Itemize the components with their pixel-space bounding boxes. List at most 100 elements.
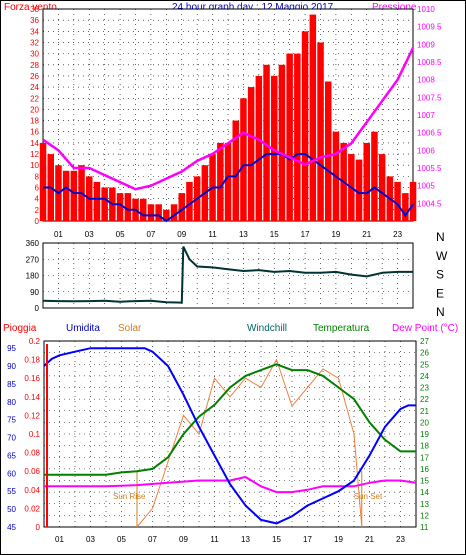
temperature-tick: 25 [420,360,429,369]
wind-tick: 34 [30,27,39,36]
wind-bar [155,204,162,221]
direction-axis-ticks: 0 90 180 270 360 [26,239,40,313]
wind-bar [363,142,370,221]
wind-bar [163,209,170,221]
pressure-tick: 1009 [417,40,435,49]
rain-tick: 0.08 [24,449,40,458]
rain-tick: 0.18 [24,356,40,365]
wind-bar [278,64,286,221]
hour-tick: 05 [116,230,125,239]
pressure-tick: 1008.5 [417,58,442,67]
humidity-tick: 70 [7,434,16,443]
pressure-tick: 1004.5 [417,199,442,208]
wind-tick: 32 [30,39,39,48]
wind-bar [309,14,317,221]
hour-tick: 03 [86,535,95,544]
hour-tick: 05 [117,535,126,544]
wind-bar [124,193,132,221]
pressure-tick: 1007.5 [417,93,442,102]
rain-tick: 0 [36,523,41,532]
pressure-tick: 1008 [417,76,435,85]
temperature-tick: 26 [420,349,429,358]
wind-tick: 28 [30,61,39,70]
wind-tick: 4 [35,195,40,204]
hour-tick: 11 [210,535,219,544]
sunrise-label: Sun Rise [113,492,146,501]
wind-tick: 30 [30,50,39,59]
hour-tick: 23 [396,535,405,544]
hour-tick: 13 [239,230,248,239]
wind-bar [286,53,293,221]
hour-tick: 07 [148,535,157,544]
rain-axis-ticks: 0 0.02 0.04 0.06 0.08 0.1 0.12 0.14 0.16 0.18 0.2 [24,337,40,532]
wind-bar [325,81,332,221]
rain-tick: 0.2 [29,337,41,346]
wind-bar [294,53,301,221]
wind-tick: 6 [35,184,40,193]
direction-tick: 270 [26,255,40,264]
wind-tick: 24 [30,83,39,92]
temperature-axis-ticks: 11 12 13 14 15 16 17 18 19 20 21 22 23 24 25 26 27 [420,337,429,532]
solar-line [136,358,363,528]
hour-tick: 15 [270,230,279,239]
temperature-legend: Temperatura [313,323,370,334]
wind-tick: 22 [30,94,39,103]
hour-tick: 23 [393,230,402,239]
solar-legend: Solar [118,323,142,334]
temperature-tick: 19 [420,430,429,439]
wind-tick: 10 [30,161,39,170]
humidity-legend: Umidita [66,323,100,334]
compass-label: E [436,286,444,300]
hour-tick: 19 [334,535,343,544]
temperature-tick: 22 [420,395,429,404]
wind-bar [178,193,185,221]
wind-bar [39,142,47,221]
temperature-line [44,363,416,476]
pressure-tick: 1006.5 [417,129,442,138]
hour-tick: 09 [177,230,186,239]
temperature-tick: 17 [420,453,429,462]
hour-tick: 11 [208,230,217,239]
direction-panel-grid [43,243,413,308]
humidity-tick: 55 [7,487,16,496]
humidity-tick: 85 [7,380,16,389]
humidity-tick: 50 [7,505,16,514]
wind-tick: 2 [35,206,40,215]
compass-label: S [436,268,444,282]
hour-tick: 19 [331,230,340,239]
wind-bar [355,159,363,221]
hour-tick: 21 [365,535,374,544]
wind-bar [317,42,324,221]
wind-bar [247,87,255,221]
temperature-tick: 15 [420,477,429,486]
pressure-legend-label: Pressione [372,2,417,13]
wind-bar [147,204,155,221]
wind-bar [378,154,386,221]
hour-tick: 15 [272,535,281,544]
wind-tick: 14 [30,139,39,148]
pressure-line [42,47,415,191]
wind-bar [255,75,263,222]
wind-bar [116,193,124,221]
wind-bar [394,181,401,221]
wind-bar [186,181,193,221]
temperature-tick: 13 [420,500,429,509]
hour-tick: 01 [54,230,63,239]
wind-legend-label: Forza vento [4,2,57,13]
compass-label: N [436,230,445,244]
hour-tick: 09 [179,535,188,544]
dewpoint-line [44,475,417,494]
wind-bar [402,193,409,221]
temperature-tick: 20 [420,418,429,427]
wind-direction-line [42,246,413,304]
wind-tick: 20 [30,105,39,114]
direction-tick: 0 [35,304,40,313]
hour-tick: 17 [301,230,310,239]
humidity-tick: 45 [7,523,16,532]
rain-legend: Pioggia [3,323,37,334]
